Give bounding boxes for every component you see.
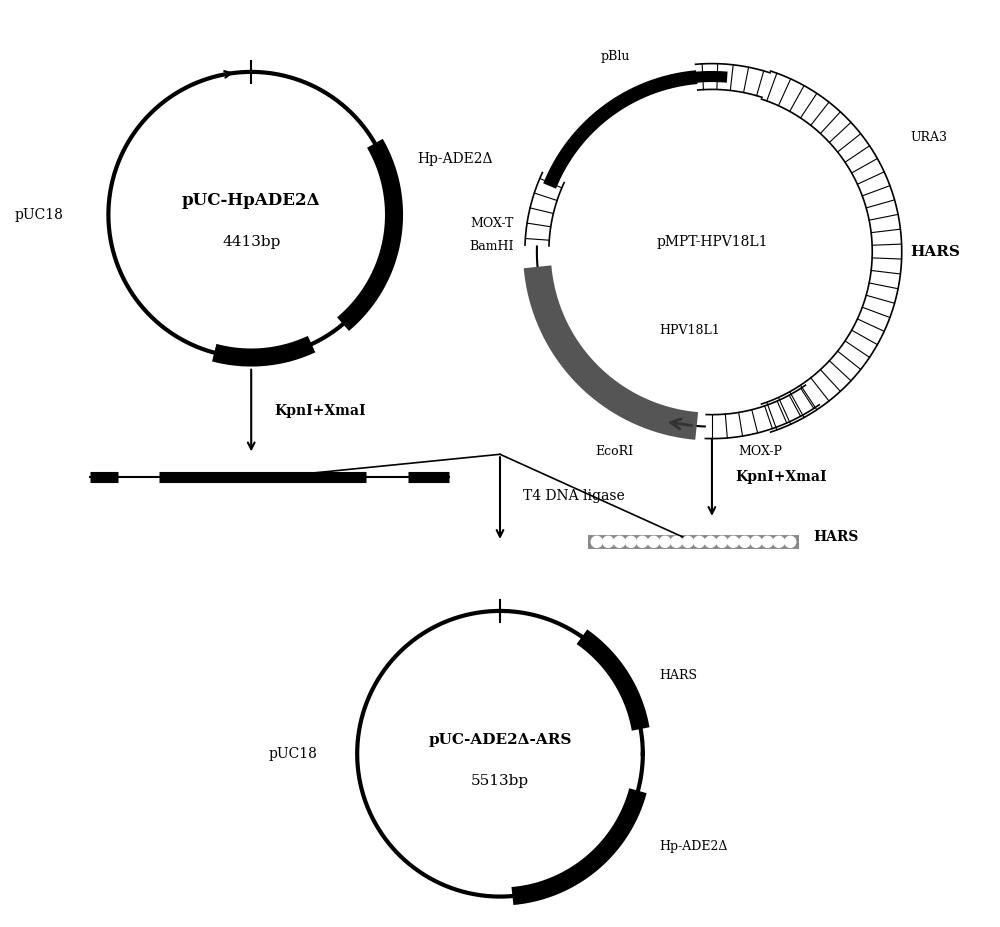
Text: MOX-T: MOX-T	[470, 218, 514, 231]
Polygon shape	[761, 71, 902, 432]
Polygon shape	[696, 64, 770, 97]
Text: Hp-ADE2Δ: Hp-ADE2Δ	[417, 152, 493, 167]
Circle shape	[728, 537, 739, 547]
Text: URA3: URA3	[910, 132, 947, 145]
Circle shape	[751, 537, 762, 547]
Text: Hp-ADE2Δ: Hp-ADE2Δ	[659, 840, 728, 853]
Circle shape	[716, 537, 727, 547]
Circle shape	[603, 537, 614, 547]
Text: KpnI+XmaI: KpnI+XmaI	[274, 403, 366, 417]
Circle shape	[591, 537, 602, 547]
Text: pUC-ADE2Δ-ARS: pUC-ADE2Δ-ARS	[428, 733, 572, 747]
Text: pUC-HpADE2Δ: pUC-HpADE2Δ	[182, 193, 320, 210]
Text: MOX-P: MOX-P	[738, 445, 782, 458]
Text: pUC18: pUC18	[15, 208, 64, 222]
Text: 4413bp: 4413bp	[222, 235, 280, 249]
Text: BamHI: BamHI	[469, 240, 514, 253]
Circle shape	[660, 537, 671, 547]
Text: T4 DNA ligase: T4 DNA ligase	[523, 489, 625, 502]
Text: HPV18L1: HPV18L1	[659, 324, 720, 337]
Circle shape	[671, 537, 682, 547]
Text: pBlu: pBlu	[601, 50, 630, 63]
Circle shape	[739, 537, 750, 547]
Circle shape	[637, 537, 648, 547]
Circle shape	[773, 537, 784, 547]
Circle shape	[625, 537, 636, 547]
Text: 5513bp: 5513bp	[471, 774, 529, 788]
Circle shape	[785, 537, 796, 547]
Text: HARS: HARS	[659, 668, 697, 681]
Text: HARS: HARS	[813, 530, 859, 544]
Circle shape	[762, 537, 773, 547]
Polygon shape	[705, 385, 819, 438]
Polygon shape	[525, 172, 564, 246]
Circle shape	[614, 537, 625, 547]
Text: pMPT-HPV18L1: pMPT-HPV18L1	[656, 235, 768, 249]
Circle shape	[682, 537, 693, 547]
Circle shape	[694, 537, 705, 547]
Text: KpnI+XmaI: KpnI+XmaI	[735, 470, 827, 484]
Text: pUC18: pUC18	[268, 747, 317, 761]
Text: EcoRI: EcoRI	[595, 445, 633, 458]
Circle shape	[648, 537, 659, 547]
Circle shape	[705, 537, 716, 547]
Text: HARS: HARS	[910, 245, 960, 259]
